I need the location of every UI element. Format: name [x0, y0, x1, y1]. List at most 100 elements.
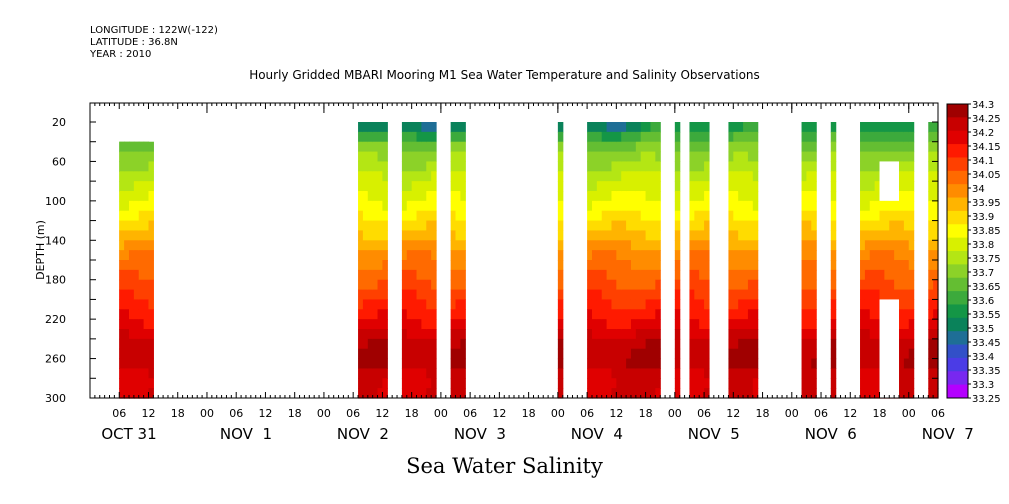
heatmap-cell	[450, 151, 457, 163]
heatmap-cell	[743, 309, 749, 320]
heatmap-cell	[899, 319, 905, 330]
heatmap-cell	[899, 210, 905, 222]
heatmap-cell	[460, 171, 466, 182]
heatmap-cell	[587, 171, 593, 182]
heatmap-cell	[743, 269, 749, 281]
heatmap-cell	[635, 260, 642, 271]
heatmap-cell	[889, 210, 895, 222]
heatmap-cell	[416, 220, 423, 232]
heatmap-cell	[801, 220, 808, 232]
heatmap-cell	[606, 260, 613, 271]
heatmap-cell	[426, 338, 432, 350]
heatmap-cell	[645, 240, 652, 251]
heatmap-cell	[635, 269, 642, 281]
heatmap-cell	[908, 191, 915, 202]
heatmap-cell	[119, 191, 125, 202]
heatmap-cell	[450, 338, 457, 350]
heatmap-cell	[630, 220, 637, 232]
heatmap-cell	[645, 338, 652, 350]
heatmap-cell	[650, 250, 656, 261]
heatmap-cell	[879, 131, 885, 143]
heatmap-cell	[694, 299, 700, 310]
heatmap-cell	[626, 171, 632, 182]
heatmap-cell	[591, 329, 598, 340]
heatmap-cell	[874, 329, 881, 340]
heatmap-cell	[928, 200, 934, 212]
heatmap-cell	[128, 368, 135, 379]
heatmap-cell	[933, 230, 939, 241]
heatmap-cell	[908, 131, 915, 143]
heatmap-cell	[801, 358, 808, 370]
heatmap-cell	[630, 171, 637, 182]
heatmap-cell	[119, 200, 125, 212]
heatmap-cell	[811, 122, 817, 133]
heatmap-cell	[119, 378, 125, 389]
heatmap-cell	[587, 191, 593, 202]
heatmap-cell	[431, 191, 437, 202]
heatmap-cell	[801, 388, 808, 399]
heatmap-cell	[591, 348, 598, 360]
heatmap-cell	[362, 131, 369, 143]
heatmap-cell	[811, 181, 817, 192]
heatmap-cell	[596, 260, 603, 271]
heatmap-cell	[606, 151, 613, 163]
heatmap-cell	[460, 358, 466, 370]
heatmap-cell	[884, 220, 890, 232]
heatmap-cell	[752, 299, 759, 310]
x-hour-label: 06	[580, 407, 594, 420]
heatmap-cell	[450, 141, 457, 153]
heatmap-cell	[124, 171, 130, 182]
heatmap-cell	[450, 240, 457, 251]
heatmap-cell	[367, 131, 374, 143]
heatmap-cell	[903, 289, 910, 301]
heatmap-cell	[899, 329, 905, 340]
heatmap-cell	[747, 279, 754, 291]
heatmap-cell	[699, 122, 705, 133]
heatmap-cell	[367, 210, 374, 222]
heatmap-cell	[455, 131, 461, 143]
heatmap-cell	[689, 122, 695, 133]
heatmap-cell	[406, 319, 413, 330]
heatmap-cell	[591, 171, 598, 182]
heatmap-cell	[747, 319, 754, 330]
heatmap-cell	[655, 269, 661, 281]
heatmap-cell	[704, 378, 710, 389]
heatmap-cell	[747, 240, 754, 251]
heatmap-cell	[431, 240, 437, 251]
heatmap-cell	[704, 181, 710, 192]
heatmap-cell	[557, 289, 564, 301]
heatmap-cell	[830, 210, 837, 222]
heatmap-cell	[743, 230, 749, 241]
heatmap-cell	[601, 161, 608, 172]
heatmap-cell	[903, 358, 910, 370]
colorbar-label: 34.05	[972, 170, 1001, 181]
heatmap-cell	[694, 388, 700, 399]
heatmap-cell	[431, 250, 437, 261]
y-tick-label: 180	[45, 274, 66, 287]
heatmap-cell	[699, 299, 705, 310]
heatmap-cell	[650, 378, 656, 389]
heatmap-cell	[124, 338, 130, 350]
heatmap-cell	[811, 191, 817, 202]
heatmap-cell	[460, 348, 466, 360]
heatmap-cell	[557, 348, 564, 360]
heatmap-cell	[894, 289, 900, 301]
x-hour-label: 06	[697, 407, 711, 420]
heatmap-cell	[133, 240, 140, 251]
heatmap-cell	[801, 299, 808, 310]
heatmap-cell	[830, 220, 837, 232]
heatmap-cell	[133, 378, 140, 389]
heatmap-cell	[928, 289, 934, 301]
heatmap-cell	[138, 309, 145, 320]
heatmap-cell	[119, 250, 125, 261]
heatmap-cell	[699, 319, 705, 330]
heatmap-cell	[358, 122, 364, 133]
heatmap-cell	[124, 151, 130, 163]
heatmap-cell	[148, 220, 154, 232]
heatmap-cell	[674, 191, 681, 202]
heatmap-cell	[879, 279, 885, 291]
x-hour-label: 00	[434, 407, 448, 420]
heatmap-cell	[806, 378, 812, 389]
heatmap-cell	[406, 131, 413, 143]
heatmap-cell	[752, 141, 759, 153]
